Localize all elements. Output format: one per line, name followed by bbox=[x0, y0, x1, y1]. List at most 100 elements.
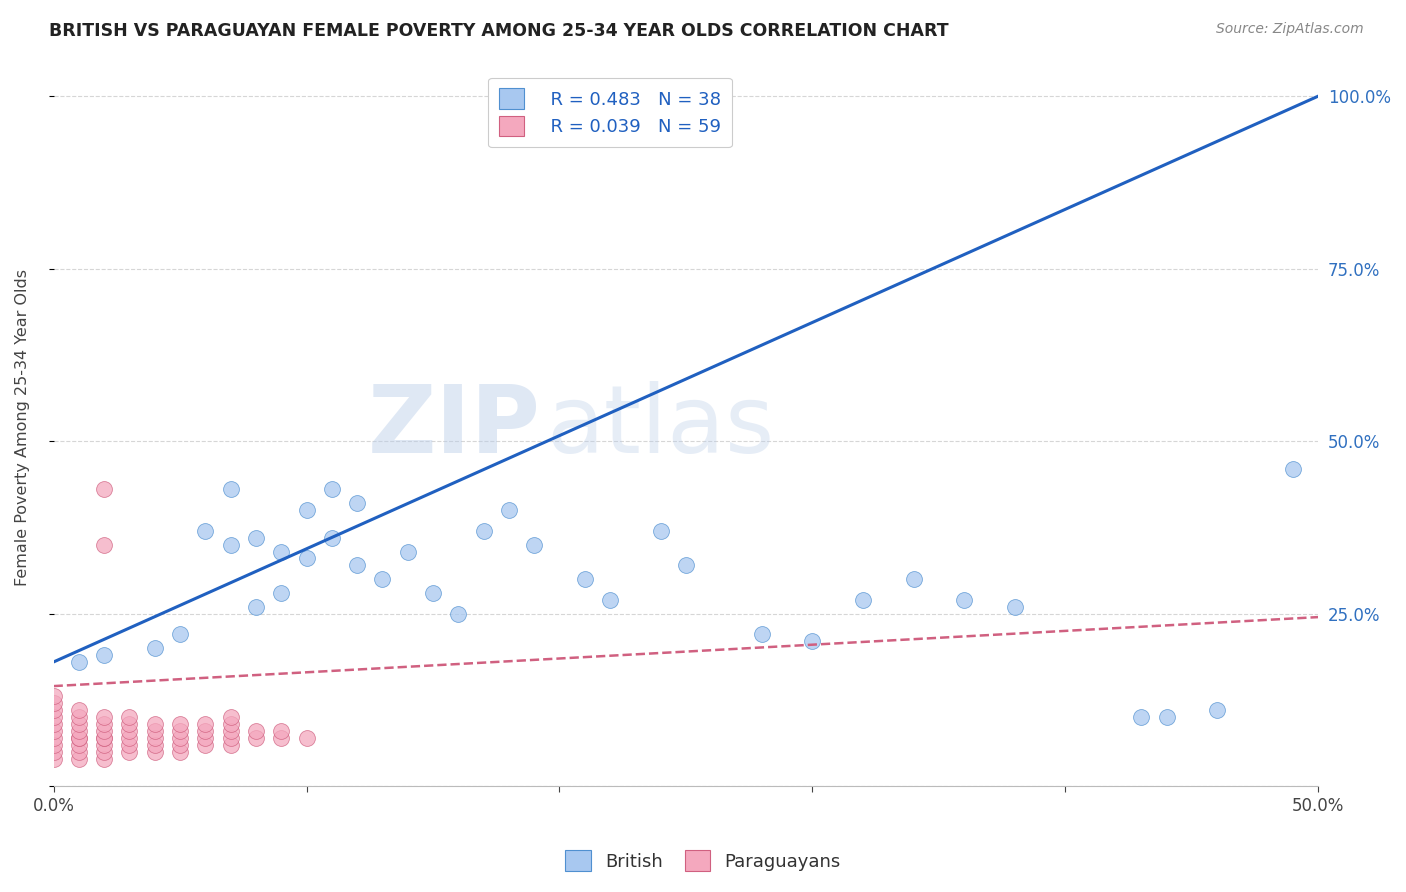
Point bbox=[523, 538, 546, 552]
Point bbox=[42, 751, 65, 765]
Point bbox=[219, 731, 242, 745]
Y-axis label: Female Poverty Among 25-34 Year Olds: Female Poverty Among 25-34 Year Olds bbox=[15, 268, 30, 586]
Point bbox=[675, 558, 697, 573]
Point bbox=[93, 751, 115, 765]
Point bbox=[42, 738, 65, 752]
Point bbox=[903, 572, 925, 586]
Text: Source: ZipAtlas.com: Source: ZipAtlas.com bbox=[1216, 22, 1364, 37]
Point bbox=[650, 524, 672, 538]
Point bbox=[93, 648, 115, 662]
Point bbox=[321, 531, 343, 545]
Point bbox=[270, 723, 292, 738]
Point bbox=[169, 717, 191, 731]
Point bbox=[67, 703, 90, 717]
Point bbox=[93, 483, 115, 497]
Point bbox=[93, 723, 115, 738]
Point bbox=[270, 586, 292, 600]
Point bbox=[321, 483, 343, 497]
Point bbox=[169, 745, 191, 759]
Point bbox=[118, 745, 141, 759]
Point bbox=[295, 503, 318, 517]
Point bbox=[118, 717, 141, 731]
Point bbox=[346, 496, 368, 510]
Point bbox=[42, 731, 65, 745]
Point bbox=[67, 751, 90, 765]
Point bbox=[295, 551, 318, 566]
Point bbox=[219, 538, 242, 552]
Legend:   R = 0.483   N = 38,   R = 0.039   N = 59: R = 0.483 N = 38, R = 0.039 N = 59 bbox=[488, 78, 731, 147]
Point bbox=[118, 738, 141, 752]
Point bbox=[42, 710, 65, 724]
Point bbox=[599, 592, 621, 607]
Point bbox=[93, 731, 115, 745]
Point bbox=[42, 723, 65, 738]
Point bbox=[143, 745, 166, 759]
Point bbox=[143, 717, 166, 731]
Point bbox=[219, 710, 242, 724]
Point bbox=[852, 592, 875, 607]
Point bbox=[67, 710, 90, 724]
Point bbox=[143, 731, 166, 745]
Point bbox=[194, 738, 217, 752]
Point bbox=[67, 738, 90, 752]
Point bbox=[953, 592, 976, 607]
Point bbox=[143, 738, 166, 752]
Point bbox=[67, 745, 90, 759]
Point bbox=[295, 731, 318, 745]
Point bbox=[42, 690, 65, 704]
Point bbox=[472, 524, 495, 538]
Point bbox=[169, 723, 191, 738]
Point bbox=[219, 483, 242, 497]
Point bbox=[42, 717, 65, 731]
Point bbox=[42, 696, 65, 710]
Point bbox=[498, 503, 520, 517]
Text: ZIP: ZIP bbox=[367, 382, 540, 474]
Point bbox=[67, 723, 90, 738]
Point bbox=[93, 538, 115, 552]
Point bbox=[93, 710, 115, 724]
Point bbox=[346, 558, 368, 573]
Point bbox=[219, 723, 242, 738]
Point bbox=[67, 717, 90, 731]
Point bbox=[801, 634, 824, 648]
Point bbox=[422, 586, 444, 600]
Point bbox=[42, 745, 65, 759]
Text: atlas: atlas bbox=[547, 382, 775, 474]
Point bbox=[219, 738, 242, 752]
Point bbox=[93, 738, 115, 752]
Point bbox=[194, 723, 217, 738]
Point bbox=[67, 731, 90, 745]
Point bbox=[245, 723, 267, 738]
Point bbox=[118, 731, 141, 745]
Point bbox=[143, 723, 166, 738]
Point bbox=[143, 641, 166, 656]
Point bbox=[270, 544, 292, 558]
Point bbox=[371, 572, 394, 586]
Point bbox=[1156, 710, 1178, 724]
Point bbox=[1004, 599, 1026, 614]
Point bbox=[93, 745, 115, 759]
Point bbox=[194, 731, 217, 745]
Point bbox=[245, 531, 267, 545]
Point bbox=[751, 627, 773, 641]
Point bbox=[169, 738, 191, 752]
Point bbox=[93, 717, 115, 731]
Point bbox=[447, 607, 470, 621]
Point bbox=[270, 731, 292, 745]
Point bbox=[118, 710, 141, 724]
Point bbox=[194, 524, 217, 538]
Point bbox=[219, 717, 242, 731]
Point bbox=[1282, 461, 1305, 475]
Point bbox=[574, 572, 596, 586]
Point bbox=[118, 723, 141, 738]
Point bbox=[169, 627, 191, 641]
Legend: British, Paraguayans: British, Paraguayans bbox=[558, 843, 848, 879]
Point bbox=[1206, 703, 1229, 717]
Point bbox=[67, 655, 90, 669]
Point bbox=[42, 703, 65, 717]
Point bbox=[93, 731, 115, 745]
Point bbox=[67, 731, 90, 745]
Point bbox=[169, 731, 191, 745]
Text: BRITISH VS PARAGUAYAN FEMALE POVERTY AMONG 25-34 YEAR OLDS CORRELATION CHART: BRITISH VS PARAGUAYAN FEMALE POVERTY AMO… bbox=[49, 22, 949, 40]
Point bbox=[1130, 710, 1153, 724]
